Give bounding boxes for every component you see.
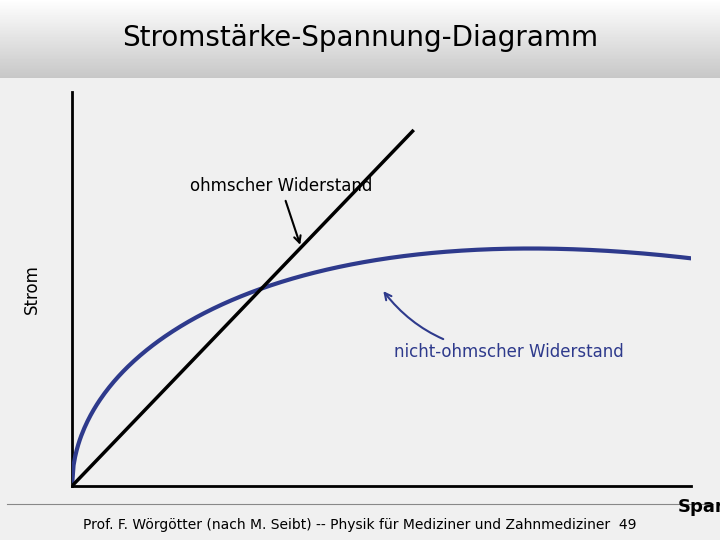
Text: Strom: Strom [23,264,41,314]
Text: Stromstärke-Spannung-Diagramm: Stromstärke-Spannung-Diagramm [122,24,598,52]
Text: ohmscher Widerstand: ohmscher Widerstand [189,178,372,242]
Text: nicht-ohmscher Widerstand: nicht-ohmscher Widerstand [384,293,624,361]
Text: Spannung: Spannung [678,498,720,516]
Text: Prof. F. Wörgötter (nach M. Seibt) -- Physik für Mediziner und Zahnmediziner  49: Prof. F. Wörgötter (nach M. Seibt) -- Ph… [84,518,636,531]
